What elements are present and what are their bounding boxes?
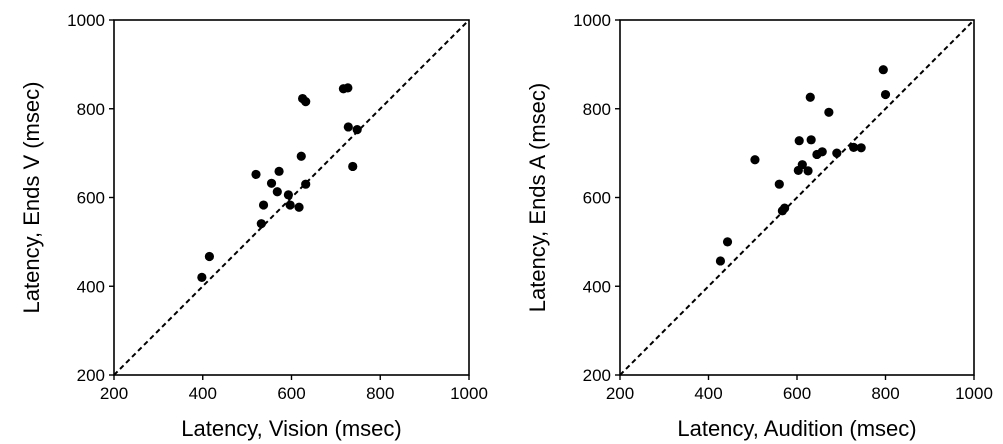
data-point (343, 122, 353, 132)
x-tick-label: 400 (189, 384, 217, 403)
data-point (204, 251, 215, 262)
data-point (722, 237, 733, 247)
data-point (832, 148, 842, 158)
data-point (343, 83, 353, 93)
y-tick-label: 600 (583, 189, 611, 208)
data-point (780, 203, 790, 213)
y-axis-label: Latency, Ends V (msec) (19, 82, 44, 314)
data-point (824, 107, 834, 117)
data-point (272, 187, 282, 197)
y-tick-label: 800 (583, 100, 611, 119)
data-point (256, 219, 266, 229)
data-point (294, 202, 304, 212)
data-point (285, 200, 295, 210)
x-tick-label: 1000 (450, 384, 488, 403)
data-point (878, 65, 888, 75)
y-tick-label: 1000 (573, 11, 611, 30)
x-tick-label: 800 (871, 384, 899, 403)
data-point (750, 155, 760, 165)
data-point (774, 179, 784, 189)
data-point (794, 136, 804, 146)
data-point (258, 200, 269, 210)
chart-panel-1: 200 400 600 800 1000 200 400 600 800 1000 Latency,… (19, 11, 488, 441)
x-tick-label: 600 (783, 384, 811, 403)
y-tick-label: 800 (77, 100, 105, 119)
y-tick-label: 600 (77, 189, 105, 208)
y-axis-label: Latency, Ends A (msec) (525, 83, 550, 312)
data-point (880, 89, 891, 100)
data-point (266, 178, 277, 188)
y-tick-label: 400 (77, 277, 105, 296)
data-point (352, 125, 362, 135)
y-tick-label: 200 (77, 366, 105, 385)
data-point (856, 143, 866, 153)
chart-panel-2: 200 400 600 800 1000 200 400 600 800 1000 Latency,… (525, 11, 993, 441)
data-point (803, 166, 813, 176)
data-point (715, 256, 726, 266)
data-point (197, 272, 207, 282)
data-point (283, 190, 293, 200)
y-tick-label: 200 (583, 366, 611, 385)
x-tick-label: 1000 (955, 384, 993, 403)
x-axis-label: Latency, Vision (msec) (181, 416, 402, 441)
data-point (274, 166, 284, 176)
x-tick-label: 400 (694, 384, 722, 403)
data-point (849, 142, 859, 152)
x-axis-label: Latency, Audition (msec) (677, 416, 916, 441)
identity-line (619, 19, 975, 376)
x-tick-label: 600 (277, 384, 305, 403)
data-point (251, 169, 261, 180)
x-tick-label: 200 (606, 384, 634, 403)
y-tick-label: 1000 (67, 11, 105, 30)
y-tick-label: 400 (583, 277, 611, 296)
data-point (348, 161, 358, 172)
data-point (301, 97, 311, 107)
data-point (301, 179, 311, 189)
data-point (296, 151, 306, 161)
data-point (797, 160, 807, 170)
data-point (817, 147, 827, 157)
x-tick-label: 800 (366, 384, 394, 403)
data-point (806, 135, 816, 145)
x-tick-label: 200 (100, 384, 128, 403)
data-point (805, 92, 815, 102)
